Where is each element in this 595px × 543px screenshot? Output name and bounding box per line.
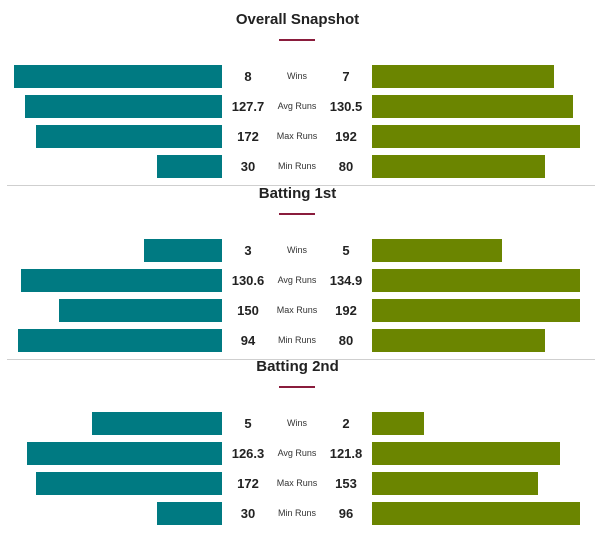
bar-right: [372, 239, 502, 262]
metric-label: Min Runs: [277, 508, 316, 518]
bar-left: [36, 125, 222, 148]
title-underline: [279, 386, 315, 388]
metric-label: Avg Runs: [277, 448, 317, 458]
bar-left: [92, 412, 222, 435]
bar-left: [157, 155, 222, 178]
value-right: 96: [338, 506, 354, 521]
bar-left: [25, 95, 222, 118]
section-divider: [7, 359, 595, 360]
section-divider: [7, 185, 595, 186]
bar-right: [372, 502, 580, 525]
metric-label: Wins: [287, 418, 307, 428]
metric-label: Avg Runs: [277, 275, 317, 285]
value-left: 30: [240, 159, 256, 174]
bar-right: [372, 65, 554, 88]
value-right: 7: [342, 69, 350, 84]
value-right: 80: [338, 159, 354, 174]
metric-label: Max Runs: [276, 478, 318, 488]
metric-label: Wins: [287, 245, 307, 255]
bar-left: [18, 329, 222, 352]
bar-left: [144, 239, 222, 262]
bar-right: [372, 412, 424, 435]
value-left: 127.7: [231, 99, 265, 114]
bar-right: [372, 125, 580, 148]
value-right: 2: [342, 416, 350, 431]
value-right: 130.5: [329, 99, 363, 114]
bar-left: [157, 502, 222, 525]
value-right: 192: [335, 303, 357, 318]
value-right: 192: [335, 129, 357, 144]
bar-right: [372, 329, 545, 352]
bar-left: [14, 65, 222, 88]
value-left: 94: [240, 333, 256, 348]
value-right: 80: [338, 333, 354, 348]
bar-right: [372, 442, 560, 465]
value-left: 126.3: [231, 446, 265, 461]
value-left: 172: [237, 129, 259, 144]
section-title: Batting 2nd: [256, 358, 339, 375]
value-left: 8: [244, 69, 252, 84]
metric-label: Wins: [287, 71, 307, 81]
value-right: 134.9: [329, 273, 363, 288]
bar-left: [36, 472, 222, 495]
bar-right: [372, 95, 573, 118]
bar-left: [59, 299, 222, 322]
value-left: 5: [244, 416, 252, 431]
value-left: 30: [240, 506, 256, 521]
section-title: Overall Snapshot: [235, 11, 360, 28]
section-title: Batting 1st: [258, 185, 337, 202]
bar-right: [372, 155, 545, 178]
bar-right: [372, 472, 538, 495]
value-left: 3: [244, 243, 252, 258]
value-left: 172: [237, 476, 259, 491]
title-underline: [279, 39, 315, 41]
value-right: 5: [342, 243, 350, 258]
value-right: 121.8: [329, 446, 363, 461]
value-left: 150: [237, 303, 259, 318]
value-left: 130.6: [231, 273, 265, 288]
value-right: 153: [335, 476, 357, 491]
metric-label: Max Runs: [276, 305, 318, 315]
bar-right: [372, 269, 580, 292]
bar-right: [372, 299, 580, 322]
metric-label: Min Runs: [277, 161, 316, 171]
metric-label: Avg Runs: [277, 101, 317, 111]
title-underline: [279, 213, 315, 215]
bar-left: [27, 442, 222, 465]
metric-label: Max Runs: [276, 131, 318, 141]
bar-left: [21, 269, 222, 292]
metric-label: Min Runs: [277, 335, 316, 345]
